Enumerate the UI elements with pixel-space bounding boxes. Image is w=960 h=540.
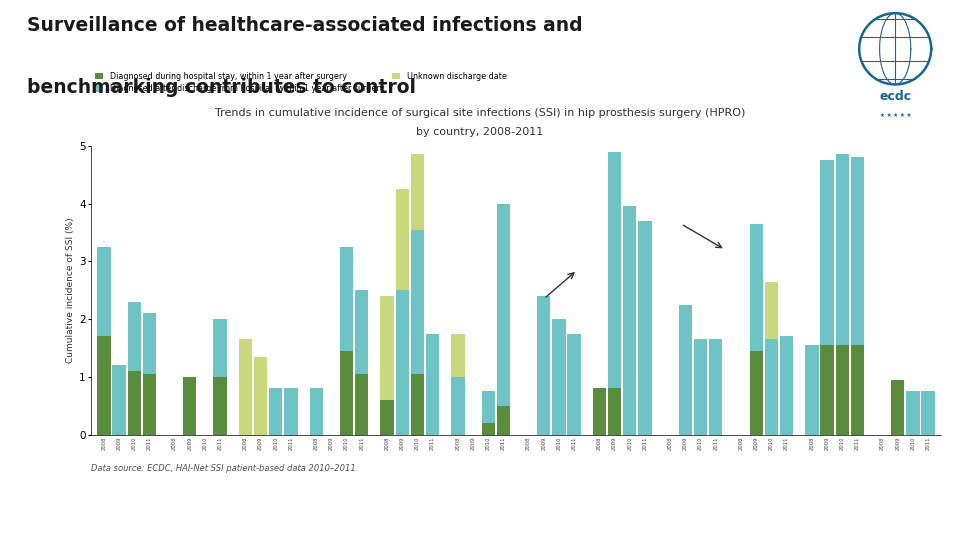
Text: by country, 2008-2011: by country, 2008-2011 (417, 127, 543, 137)
Bar (380, 400, 394, 435)
Bar (891, 380, 904, 435)
Bar (821, 160, 833, 345)
Bar (143, 313, 156, 374)
Bar (97, 336, 110, 435)
Bar (608, 152, 621, 388)
Bar (805, 345, 819, 435)
Bar (906, 392, 920, 435)
Bar (608, 388, 621, 435)
Text: ecdc: ecdc (879, 90, 911, 103)
Bar (340, 247, 353, 351)
Text: 9: 9 (937, 525, 946, 539)
Bar (451, 377, 465, 435)
Bar (750, 351, 763, 435)
Bar (567, 334, 581, 435)
Bar (340, 351, 353, 435)
Bar (765, 339, 778, 435)
Bar (309, 388, 323, 435)
Text: Data source: ECDC, HAI-Net SSI patient-based data 2010–2011.: Data source: ECDC, HAI-Net SSI patient-b… (91, 464, 359, 474)
Text: Surveillance of healthcare-associated infections and: Surveillance of healthcare-associated in… (27, 16, 583, 35)
Bar (552, 319, 565, 435)
Bar (592, 388, 606, 435)
Bar (213, 319, 227, 377)
Bar (411, 374, 424, 435)
Bar (821, 345, 833, 435)
Bar (835, 345, 849, 435)
Bar (851, 345, 864, 435)
Text: ★ ★ ★ ★ ★: ★ ★ ★ ★ ★ (879, 113, 911, 118)
Bar (451, 334, 465, 377)
Bar (213, 377, 227, 435)
Bar (411, 154, 424, 230)
Text: benchmarking contributes to control: benchmarking contributes to control (27, 78, 416, 97)
Bar (396, 291, 409, 435)
Bar (239, 339, 252, 435)
Y-axis label: Cumulative incidence of SSI (%): Cumulative incidence of SSI (%) (66, 218, 75, 363)
Bar (97, 247, 110, 336)
Bar (922, 392, 935, 435)
Bar (780, 336, 793, 435)
Bar (426, 334, 440, 435)
Bar (538, 296, 550, 435)
Bar (143, 374, 156, 435)
Bar (355, 291, 369, 374)
Bar (694, 339, 708, 435)
Bar (128, 371, 141, 435)
Legend: Diagnosed during hospital stay, within 1 year after surgery, Diagnosed after dis: Diagnosed during hospital stay, within 1… (95, 72, 507, 93)
Bar (709, 339, 723, 435)
Bar (396, 189, 409, 291)
Bar (765, 281, 778, 339)
Bar (254, 357, 267, 435)
Bar (750, 224, 763, 351)
Bar (411, 230, 424, 374)
Bar (183, 377, 197, 435)
Bar (638, 221, 652, 435)
Bar (284, 388, 298, 435)
Bar (355, 374, 369, 435)
Bar (380, 296, 394, 400)
Bar (496, 204, 510, 406)
Bar (679, 305, 692, 435)
Bar (269, 388, 282, 435)
Text: Trends in cumulative incidence of surgical site infections (SSI) in hip prosthes: Trends in cumulative incidence of surgic… (215, 108, 745, 118)
Bar (482, 392, 494, 423)
Bar (496, 406, 510, 435)
Bar (623, 206, 636, 435)
Bar (851, 157, 864, 345)
Bar (128, 302, 141, 371)
Bar (835, 154, 849, 345)
Bar (482, 423, 494, 435)
Bar (112, 366, 126, 435)
